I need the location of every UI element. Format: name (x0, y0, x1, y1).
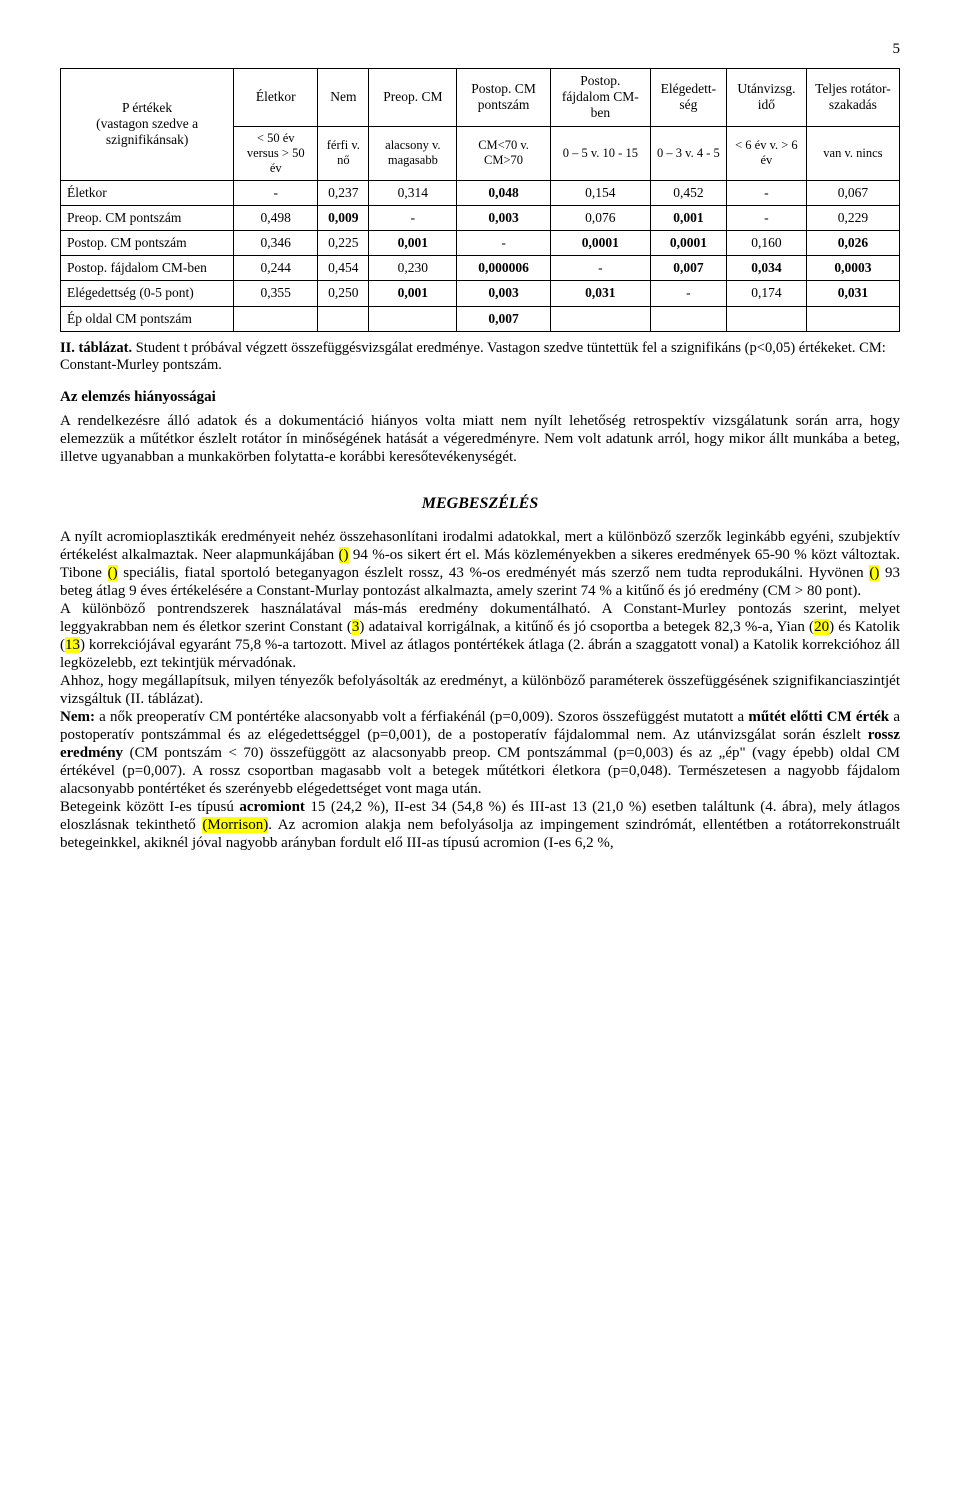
table-cell: - (457, 230, 551, 255)
table-cell: 0,160 (726, 230, 806, 255)
highlight: 20 (814, 619, 829, 635)
col-header: Preop. CM (369, 69, 457, 127)
col-header: Utánvizsg. idő (726, 69, 806, 127)
row-label: Postop. CM pontszám (61, 230, 234, 255)
table-cell: 0,009 (318, 205, 369, 230)
table-cell: 0,229 (806, 205, 899, 230)
table-cell: - (650, 281, 726, 306)
highlight: () (339, 547, 349, 563)
section-title-hiany: Az elemzés hiányosságai (60, 388, 900, 406)
paragraph: A rendelkezésre álló adatok és a dokumen… (60, 412, 900, 466)
table-cell: 0,244 (234, 256, 318, 281)
corner-header: P értékek (vastagon szedve a szignifikán… (61, 69, 234, 181)
table-cell: 0,001 (650, 205, 726, 230)
table-cell: 0,048 (457, 180, 551, 205)
col-header: Elégedett-ség (650, 69, 726, 127)
table-cell: - (550, 256, 650, 281)
table-cell: 0,000006 (457, 256, 551, 281)
row-label: Ép oldal CM pontszám (61, 306, 234, 331)
col-header: Postop. fájdalom CM-ben (550, 69, 650, 127)
table-row: Életkor-0,2370,3140,0480,1540,452-0,067 (61, 180, 900, 205)
table-caption: II. táblázat. Student t próbával végzett… (60, 340, 900, 375)
table-cell: 0,026 (806, 230, 899, 255)
col-header: Postop. CM pontszám (457, 69, 551, 127)
table-cell (806, 306, 899, 331)
table-cell: 0,034 (726, 256, 806, 281)
page-number: 5 (60, 40, 900, 58)
table-cell: 0,250 (318, 281, 369, 306)
row-label: Preop. CM pontszám (61, 205, 234, 230)
table-cell (234, 306, 318, 331)
highlight: () (108, 565, 118, 581)
col-subheader: van v. nincs (806, 126, 899, 180)
table-cell: 0,001 (369, 230, 457, 255)
paragraph: Ahhoz, hogy megállapítsuk, milyen tényez… (60, 672, 900, 708)
paragraph: Nem: a nők preoperatív CM pontértéke ala… (60, 708, 900, 798)
table-cell: 0,174 (726, 281, 806, 306)
stats-table: P értékek (vastagon szedve a szignifikán… (60, 68, 900, 332)
table-cell: 0,314 (369, 180, 457, 205)
col-header: Nem (318, 69, 369, 127)
table-cell (650, 306, 726, 331)
highlight: () (869, 565, 879, 581)
table-cell: - (726, 205, 806, 230)
table-cell: 0,003 (457, 281, 551, 306)
table-cell: 0,498 (234, 205, 318, 230)
highlight: 13 (65, 637, 80, 653)
table-cell: 0,076 (550, 205, 650, 230)
col-subheader: < 50 év versus > 50 év (234, 126, 318, 180)
col-subheader: 0 – 3 v. 4 - 5 (650, 126, 726, 180)
table-cell: 0,346 (234, 230, 318, 255)
table-row: Preop. CM pontszám0,4980,009-0,0030,0760… (61, 205, 900, 230)
paragraph: A nyílt acromioplasztikák eredményeit ne… (60, 528, 900, 600)
table-cell (369, 306, 457, 331)
table-cell: 0,454 (318, 256, 369, 281)
table-cell: 0,154 (550, 180, 650, 205)
col-subheader: < 6 év v. > 6 év (726, 126, 806, 180)
table-cell: 0,007 (457, 306, 551, 331)
table-cell: 0,001 (369, 281, 457, 306)
table-row: Postop. CM pontszám0,3460,2250,001-0,000… (61, 230, 900, 255)
row-label: Elégedettség (0-5 pont) (61, 281, 234, 306)
col-header: Életkor (234, 69, 318, 127)
col-subheader: alacsony v. magasabb (369, 126, 457, 180)
table-cell: 0,007 (650, 256, 726, 281)
paragraph: A különböző pontrendszerek használatával… (60, 600, 900, 672)
table-cell: 0,0001 (550, 230, 650, 255)
highlight: (Morrison) (202, 817, 268, 833)
table-row: Postop. fájdalom CM-ben0,2440,4540,2300,… (61, 256, 900, 281)
col-subheader: férfi v. nő (318, 126, 369, 180)
table-cell: - (726, 180, 806, 205)
table-cell: 0,452 (650, 180, 726, 205)
table-cell: 0,0003 (806, 256, 899, 281)
row-label: Életkor (61, 180, 234, 205)
paragraph: Betegeink között I-es típusú acromiont 1… (60, 798, 900, 852)
table-cell: 0,031 (550, 281, 650, 306)
table-cell: 0,031 (806, 281, 899, 306)
table-cell: 0,225 (318, 230, 369, 255)
table-cell: - (369, 205, 457, 230)
table-row: Elégedettség (0-5 pont)0,3550,2500,0010,… (61, 281, 900, 306)
table-cell (550, 306, 650, 331)
section-title-megbeszeles: MEGBESZÉLÉS (60, 494, 900, 513)
table-cell (726, 306, 806, 331)
row-label: Postop. fájdalom CM-ben (61, 256, 234, 281)
table-cell: - (234, 180, 318, 205)
table-cell: 0,0001 (650, 230, 726, 255)
table-cell (318, 306, 369, 331)
table-row: Ép oldal CM pontszám 0,007 (61, 306, 900, 331)
col-header: Teljes rotátor-szakadás (806, 69, 899, 127)
col-subheader: CM<70 v. CM>70 (457, 126, 551, 180)
table-cell: 0,355 (234, 281, 318, 306)
table-cell: 0,237 (318, 180, 369, 205)
table-cell: 0,067 (806, 180, 899, 205)
table-cell: 0,230 (369, 256, 457, 281)
col-subheader: 0 – 5 v. 10 - 15 (550, 126, 650, 180)
table-cell: 0,003 (457, 205, 551, 230)
